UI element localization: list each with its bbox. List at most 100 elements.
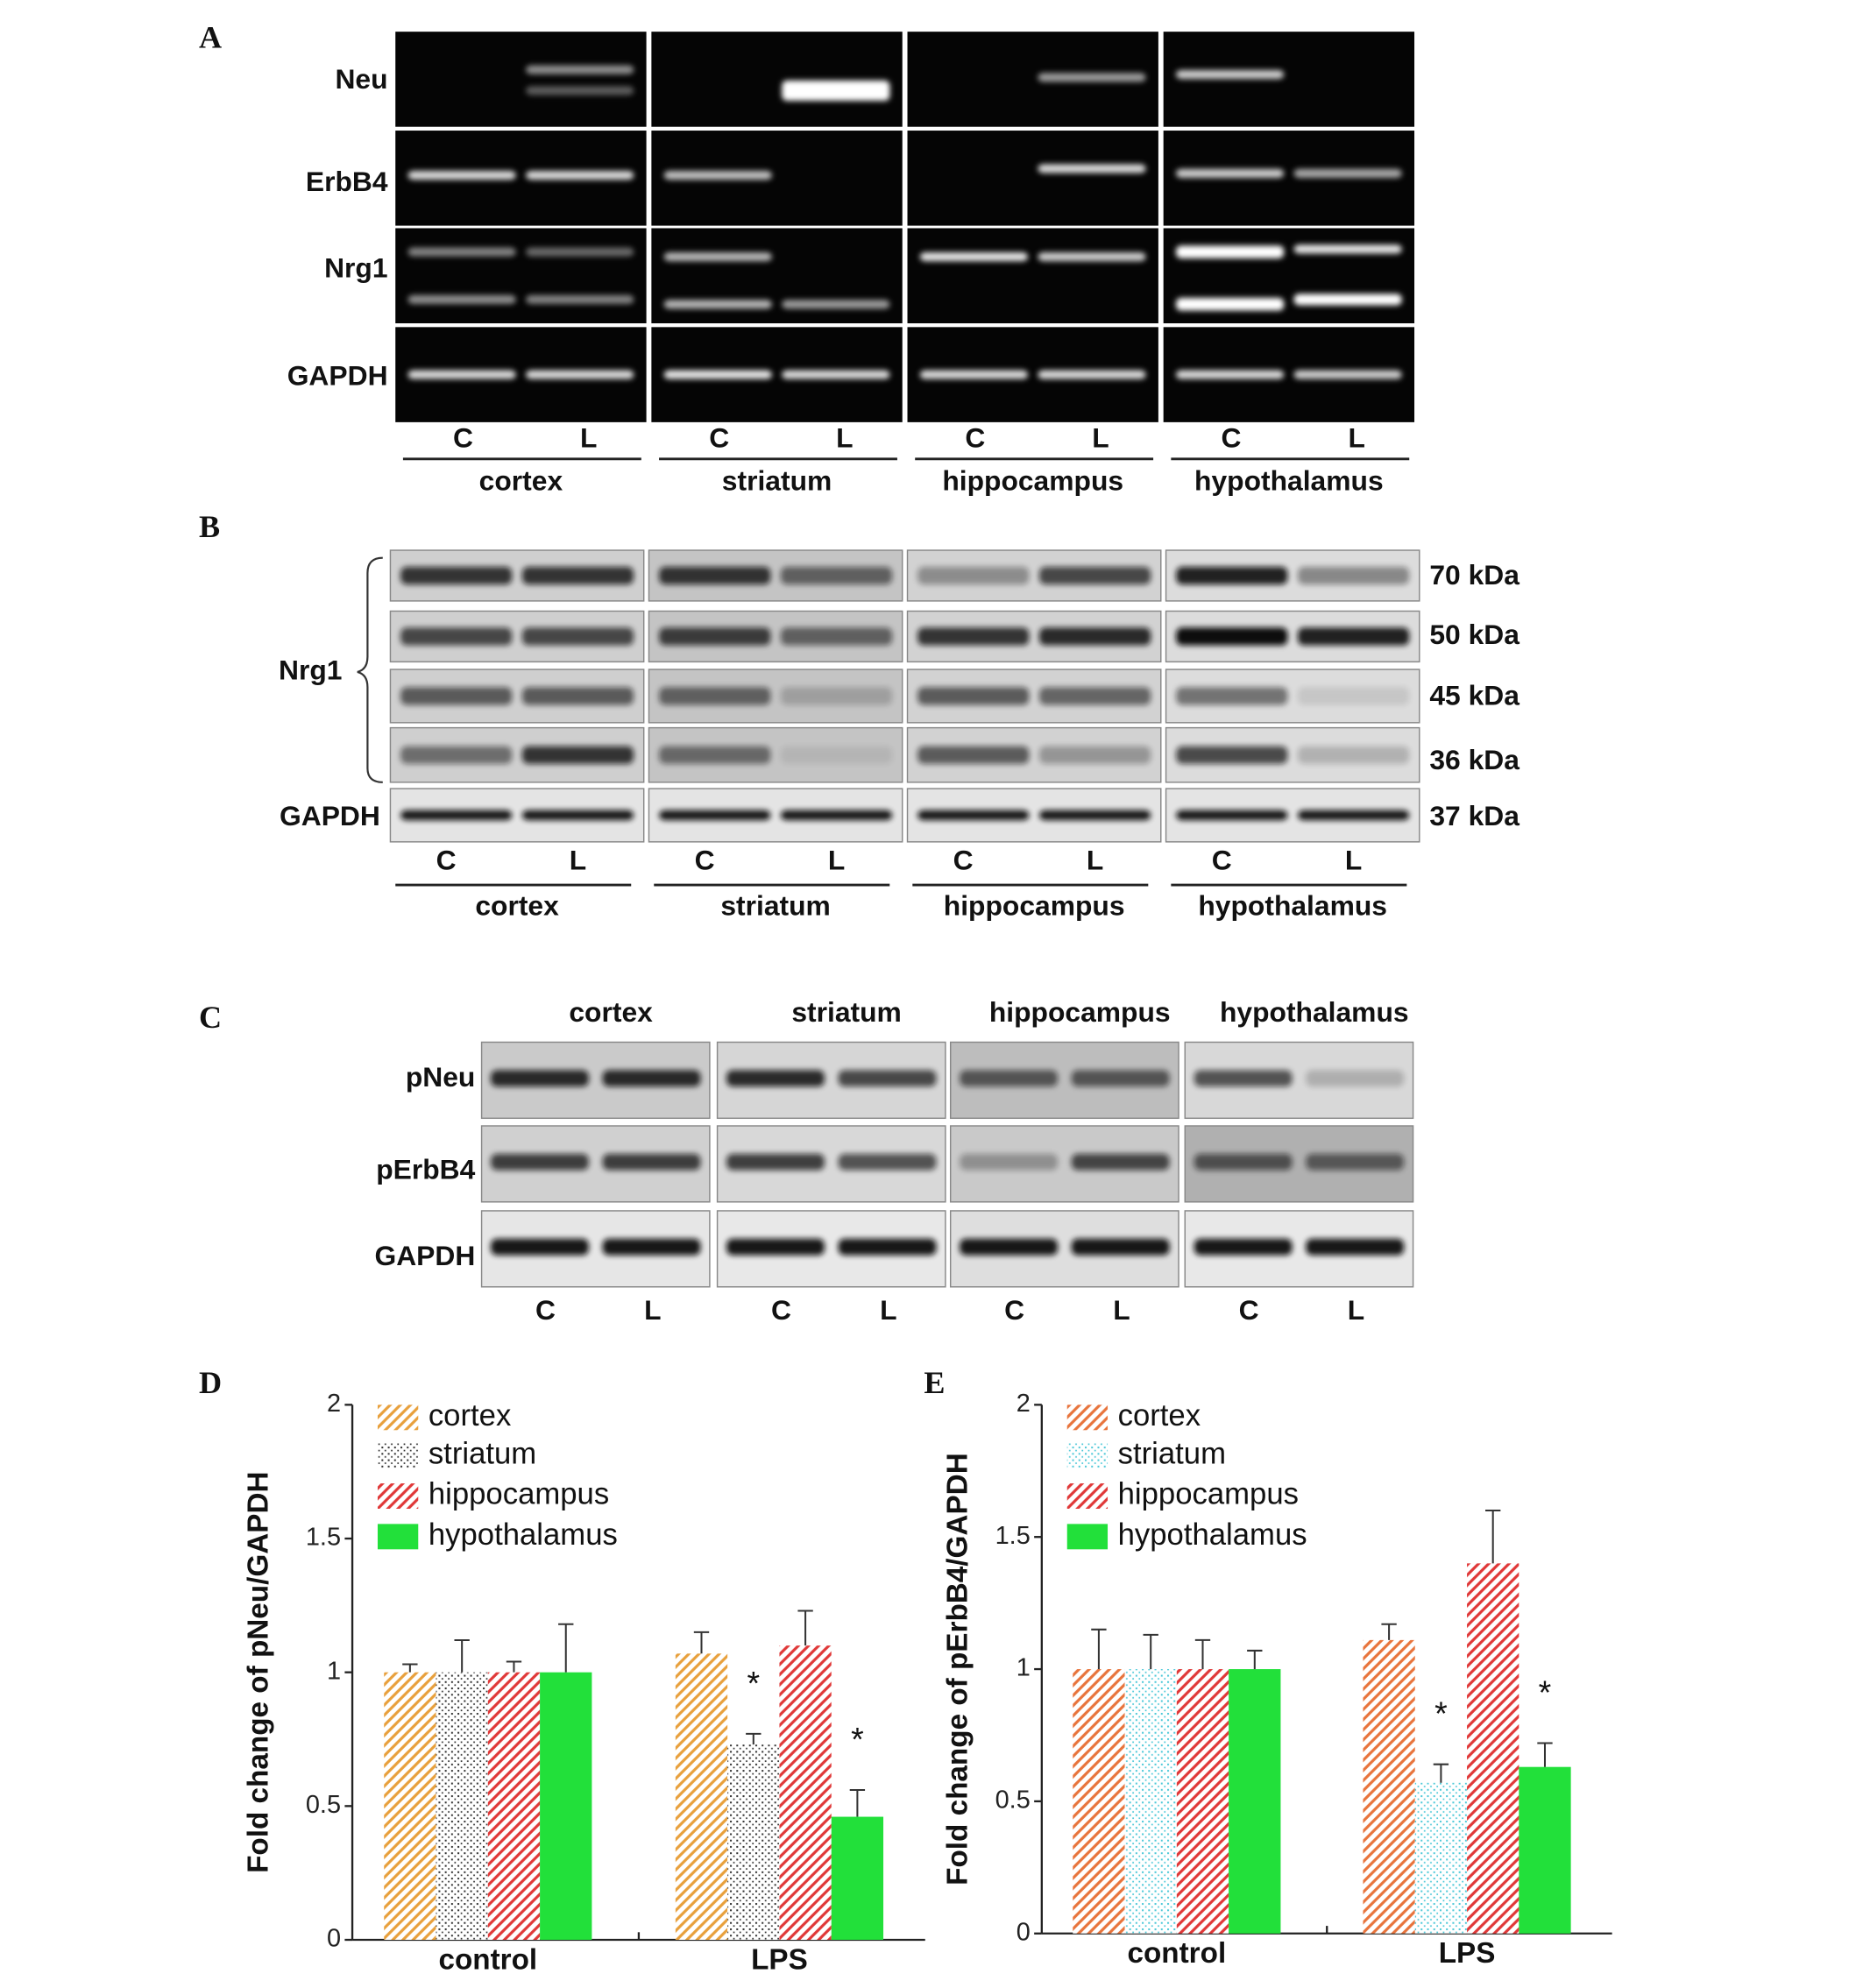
error-bar: [1485, 1510, 1501, 1564]
blot-band: [602, 1238, 701, 1256]
blot-band: [490, 1238, 589, 1256]
gel-band: [663, 370, 772, 379]
y-tick-label: 0.5: [306, 1791, 341, 1819]
bar: [1414, 1782, 1468, 1934]
error-bar: [1143, 1633, 1158, 1670]
x-tick-label: LPS: [751, 1943, 808, 1976]
gel-band: [663, 170, 772, 180]
legend-label: hypothalamus: [429, 1518, 618, 1552]
blot-band: [1038, 566, 1151, 585]
size-label: 36 kDa: [1429, 744, 1519, 775]
error-bar: [1194, 1638, 1211, 1670]
blot-band: [1194, 1070, 1293, 1087]
bar: [540, 1672, 592, 1941]
bar: [1073, 1669, 1125, 1934]
blot-band: [780, 746, 893, 764]
row-label: Neu: [335, 63, 387, 95]
blot-band: [521, 687, 634, 705]
gel-band: [526, 370, 634, 379]
gel-band: [407, 294, 516, 304]
error-bar: [1537, 1742, 1553, 1767]
lane-label: C: [695, 844, 715, 875]
blot-band: [400, 687, 513, 705]
legend-swatch: [377, 1442, 419, 1468]
lane-label: L: [1348, 422, 1364, 454]
size-label: 70 kDa: [1429, 559, 1519, 591]
brace: [357, 556, 383, 783]
blot-band: [1176, 810, 1288, 821]
blot-band: [1038, 687, 1151, 705]
row-label: pErbB4: [376, 1153, 475, 1185]
blot-band: [726, 1238, 825, 1256]
y-tick-label: 1.5: [995, 1522, 1031, 1550]
legend-label: striatum: [429, 1437, 536, 1470]
lane-label: L: [580, 422, 597, 454]
gel-band: [1175, 168, 1285, 178]
bar: [1519, 1766, 1571, 1934]
legend-swatch: [377, 1524, 419, 1550]
size-label: 45 kDa: [1429, 679, 1519, 711]
blot-band: [1194, 1238, 1293, 1256]
lane-label: L: [644, 1294, 661, 1326]
region-label: hippocampus: [944, 890, 1125, 922]
lane-label: C: [1212, 844, 1232, 875]
blot-band: [780, 627, 893, 646]
x-tick-label: LPS: [1439, 1937, 1496, 1970]
gel-cell: [651, 228, 903, 324]
gel-band: [407, 370, 516, 379]
legend-swatch: [1066, 1404, 1109, 1431]
blot-band: [1071, 1238, 1170, 1256]
blot-band: [1176, 687, 1288, 705]
legend-label: striatum: [1118, 1437, 1226, 1470]
group-label: Nrg1: [279, 654, 342, 685]
legend-label: hypothalamus: [1118, 1518, 1307, 1552]
gel-cell: [907, 228, 1158, 324]
blot-band: [602, 1153, 701, 1171]
error-bar: [506, 1660, 522, 1673]
panel-letter: A: [199, 20, 222, 55]
blot-band: [780, 566, 893, 585]
blot-band: [400, 746, 513, 764]
region-label: hippocampus: [942, 465, 1123, 497]
row-label: ErbB4: [306, 166, 388, 197]
error-bar: [1433, 1763, 1449, 1783]
blot-band: [917, 810, 1030, 821]
bar: [1229, 1669, 1281, 1934]
blot-band: [838, 1070, 937, 1087]
lane-label: L: [880, 1294, 896, 1326]
lane-label: L: [1348, 1294, 1364, 1326]
blot-band: [1306, 1153, 1405, 1171]
lane-label: C: [709, 422, 729, 454]
bar: [675, 1653, 728, 1941]
blot-band: [659, 746, 771, 764]
legend-swatch: [1066, 1442, 1109, 1468]
gel-cell: [651, 32, 903, 127]
error-bar: [558, 1623, 574, 1673]
lane-label: C: [1221, 422, 1241, 454]
legend-swatch: [377, 1483, 419, 1510]
blot-band: [1297, 687, 1410, 705]
panel-letter: B: [199, 509, 220, 544]
y-tick-label: 1: [327, 1657, 341, 1685]
y-tick-label: 1.5: [306, 1524, 341, 1552]
legend-swatch: [377, 1404, 419, 1431]
lane-label: C: [453, 422, 473, 454]
bar: [384, 1672, 436, 1941]
gel-band: [1175, 69, 1285, 80]
lane-label: L: [828, 844, 845, 875]
blot-band: [917, 566, 1030, 585]
blot-band: [659, 687, 771, 705]
blot-band: [838, 1238, 937, 1256]
blot-band: [490, 1153, 589, 1171]
lane-label: C: [965, 422, 985, 454]
gel-band: [1293, 244, 1402, 254]
y-tick-label: 1: [1017, 1654, 1031, 1682]
gel-band: [526, 86, 634, 96]
gel-band: [1293, 370, 1402, 379]
blot-band: [780, 810, 893, 821]
blot-band: [960, 1238, 1059, 1256]
blot-band: [1038, 810, 1151, 821]
y-tick-label: 2: [1017, 1390, 1031, 1418]
bar: [1363, 1639, 1415, 1934]
